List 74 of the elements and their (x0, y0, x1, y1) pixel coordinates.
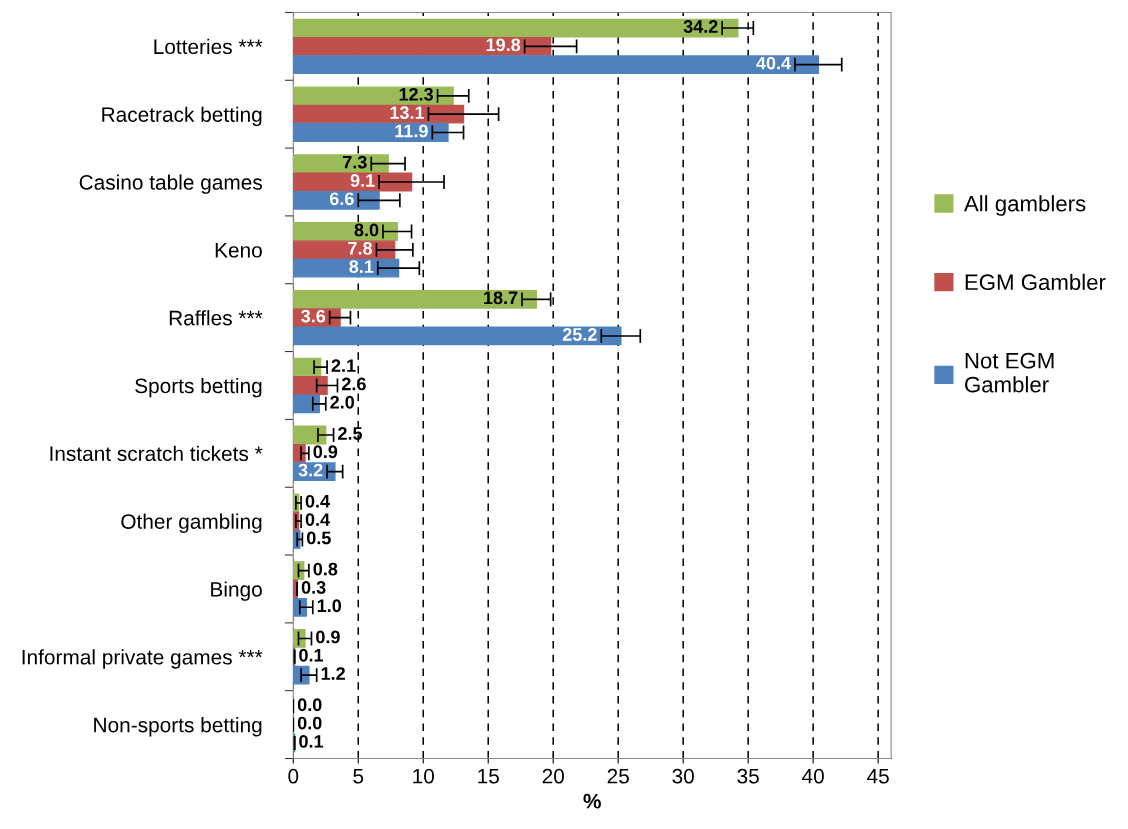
x-tick-label: 35 (737, 768, 759, 784)
data-label: 0.1 (299, 735, 324, 748)
legend-label: EGM Gambler (965, 273, 1106, 291)
bar (293, 394, 320, 414)
data-label: 3.6 (301, 309, 326, 323)
bar (293, 326, 622, 346)
data-label: 1.2 (321, 667, 345, 680)
data-label: 11.9 (395, 124, 428, 138)
y-tick-label: Bingo (211, 581, 262, 601)
data-label: 0.0 (297, 698, 322, 712)
bar (293, 425, 327, 445)
bar (293, 154, 389, 174)
bar (293, 222, 398, 241)
bar (293, 86, 454, 106)
bar (293, 18, 739, 38)
data-label: 2.0 (330, 395, 355, 409)
x-tick-label: 10 (413, 768, 435, 784)
x-tick-label: 0 (288, 768, 299, 784)
y-tick-label: Other gambling (121, 513, 262, 534)
data-label: 0.9 (313, 445, 338, 459)
bar (293, 240, 396, 260)
data-label: 34.2 (683, 20, 718, 33)
y-tick-label: Racetrack betting (102, 106, 262, 127)
x-axis-title: % (583, 793, 601, 809)
bar (293, 55, 820, 75)
data-label: 18.7 (484, 291, 518, 305)
data-label: 0.8 (313, 562, 338, 576)
legend-label: All gamblers (963, 195, 1086, 216)
x-tick-label: 20 (542, 768, 564, 784)
x-tick-label: 45 (867, 769, 889, 784)
legend-label: Not EGM Gambler (965, 352, 1054, 393)
y-tick-label: Instant scratch tickets * (50, 445, 263, 462)
data-label: 7.3 (343, 155, 367, 169)
data-label: 0.0 (297, 716, 322, 730)
x-tick-label: 40 (802, 768, 824, 784)
data-label: 3.2 (298, 463, 323, 477)
data-label: 0.4 (305, 494, 330, 508)
data-label: 8.0 (354, 223, 379, 237)
data-label: 19.8 (486, 38, 521, 52)
data-label: 0.1 (299, 648, 324, 662)
x-tick-label: 15 (478, 769, 499, 784)
bar (293, 629, 306, 648)
bar (293, 104, 465, 124)
bar (293, 376, 328, 395)
data-label: 2.5 (338, 427, 363, 440)
x-tick-label: 30 (672, 768, 694, 784)
data-label: 0.4 (305, 513, 330, 526)
data-label: 0.9 (316, 630, 340, 644)
data-label: 25.2 (562, 328, 597, 341)
y-tick-label: Non-sports betting (94, 717, 262, 737)
y-tick-label: Sports betting (135, 377, 262, 398)
data-label: 12.3 (399, 87, 433, 101)
data-label: 9.1 (350, 174, 375, 187)
bar (293, 190, 380, 210)
data-label: 7.8 (348, 241, 373, 255)
y-tick-label: Raffles *** (169, 310, 263, 326)
data-label: 8.1 (349, 260, 374, 273)
bar (293, 36, 552, 56)
y-tick-label: Keno (215, 243, 262, 258)
data-label: 0.5 (306, 531, 331, 545)
bar (293, 289, 538, 309)
data-label: 0.3 (301, 581, 326, 594)
data-label: 6.6 (329, 192, 354, 206)
y-tick-label: Informal private games *** (22, 649, 263, 669)
x-tick-label: 5 (353, 769, 364, 784)
data-label: 1.0 (317, 599, 342, 613)
data-label: 2.1 (331, 359, 356, 372)
x-tick-label: 25 (607, 768, 629, 784)
y-tick-label: Lotteries *** (154, 38, 263, 55)
bar (293, 258, 400, 278)
bar (293, 123, 449, 142)
data-label: 13.1 (390, 106, 425, 120)
data-label: 40.4 (756, 56, 791, 70)
y-tick-label: Casino table games (79, 174, 262, 194)
